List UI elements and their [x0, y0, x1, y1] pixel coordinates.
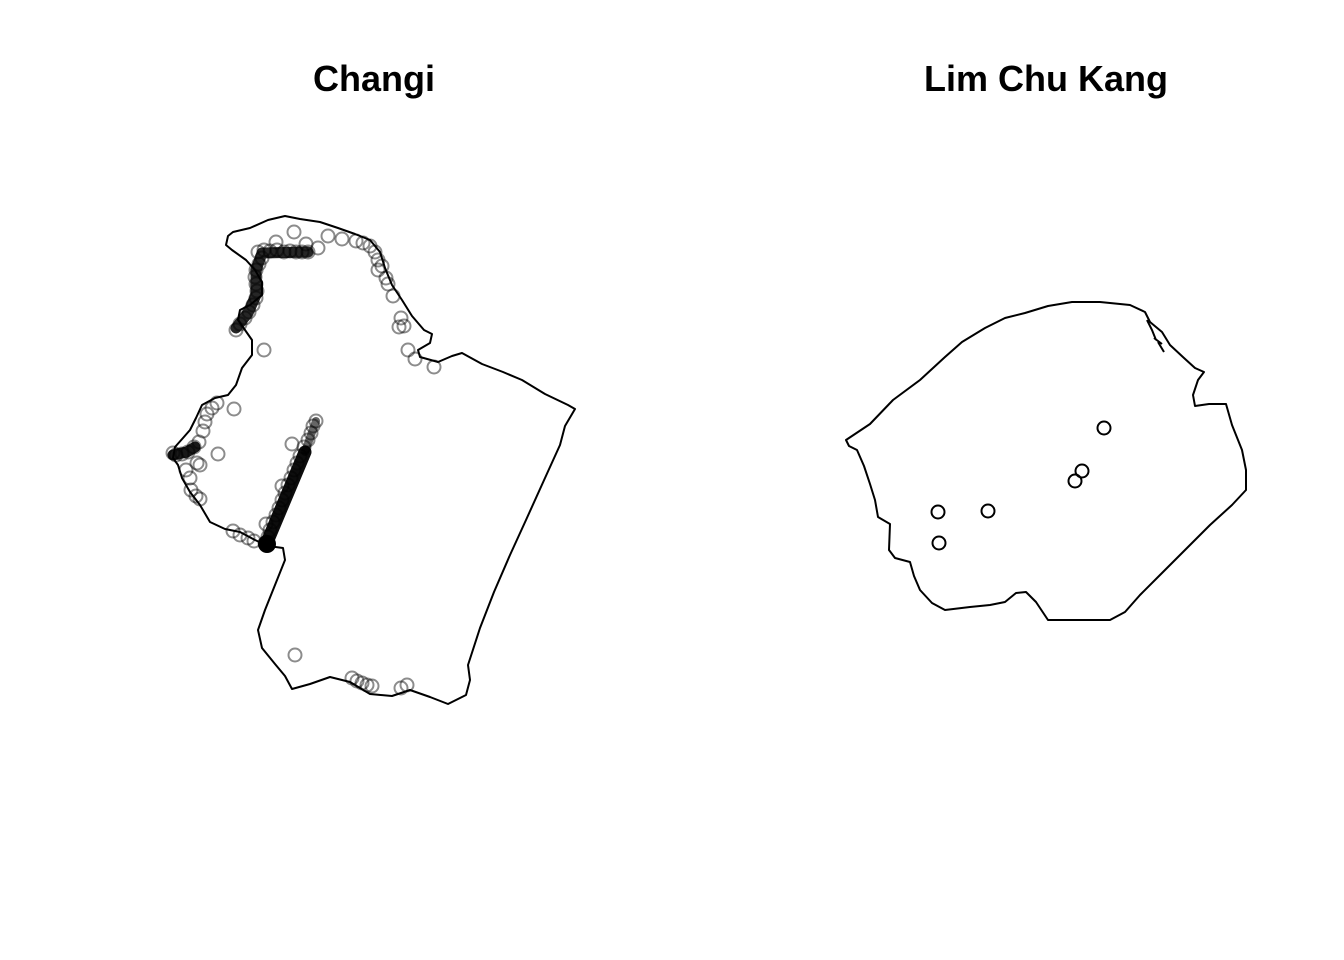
changi-track-interior-upper	[301, 417, 320, 456]
changi-point	[378, 270, 394, 286]
changi-point	[362, 238, 378, 254]
changi-point	[396, 318, 412, 334]
changi-point	[355, 235, 371, 251]
changi-point	[232, 527, 248, 543]
changi-point	[370, 262, 386, 278]
changi-boundary	[172, 215, 576, 705]
changi-point	[210, 446, 226, 462]
changi-point	[286, 224, 302, 240]
changi-point	[192, 457, 208, 473]
changi-point	[407, 351, 423, 367]
lim-chu-kang-point	[930, 504, 946, 520]
changi-point	[209, 395, 225, 411]
changi-point	[399, 677, 415, 693]
changi-point	[195, 423, 211, 439]
changi-point	[226, 401, 242, 417]
changi-point	[182, 470, 198, 486]
panel-title-lim-chu-kang: Lim Chu Kang	[924, 58, 1168, 99]
changi-point	[400, 342, 416, 358]
changi-dense-track-north	[230, 246, 314, 334]
changi-point	[349, 673, 365, 689]
changi-point	[240, 530, 256, 546]
changi-point	[189, 455, 205, 471]
changi-dense-track-west	[167, 441, 201, 461]
lim-chu-kang-point	[931, 535, 947, 551]
lim-chu-kang-inlet	[1146, 319, 1165, 353]
lim-chu-kang-point	[1074, 463, 1090, 479]
changi-point	[370, 252, 386, 268]
changi-point	[188, 488, 204, 504]
changi-point	[320, 228, 336, 244]
changi-point	[183, 482, 199, 498]
changi-point	[393, 310, 409, 326]
changi-point	[225, 523, 241, 539]
lim-chu-kang-boundary	[845, 301, 1247, 621]
changi-point	[348, 233, 364, 249]
changi-point	[284, 436, 300, 452]
changi-point	[178, 462, 194, 478]
lim-chu-kang-point	[1096, 420, 1112, 436]
changi-point	[256, 342, 272, 358]
changi-point	[192, 491, 208, 507]
changi-point	[380, 276, 396, 292]
changi-dense-tracks	[167, 246, 320, 553]
changi-point	[393, 680, 409, 696]
changi-point	[334, 231, 350, 247]
changi-track-end-blob	[258, 535, 276, 553]
lim-chu-kang-points	[930, 420, 1112, 551]
changi-point	[367, 244, 383, 260]
changi-point	[364, 678, 380, 694]
lim-chu-kang-point	[980, 503, 996, 519]
changi-point	[287, 647, 303, 663]
changi-point	[374, 258, 390, 274]
changi-point	[391, 319, 407, 335]
panel-title-changi: Changi	[313, 58, 435, 99]
changi-point	[204, 400, 220, 416]
changi-dense-track-interior	[261, 445, 312, 547]
changi-point	[354, 675, 370, 691]
changi-point	[359, 677, 375, 693]
changi-point	[197, 414, 213, 430]
changi-point	[199, 406, 215, 422]
changi-point	[385, 288, 401, 304]
changi-point	[344, 670, 360, 686]
lim-chu-kang-point	[1067, 473, 1083, 489]
changi-point	[426, 359, 442, 375]
